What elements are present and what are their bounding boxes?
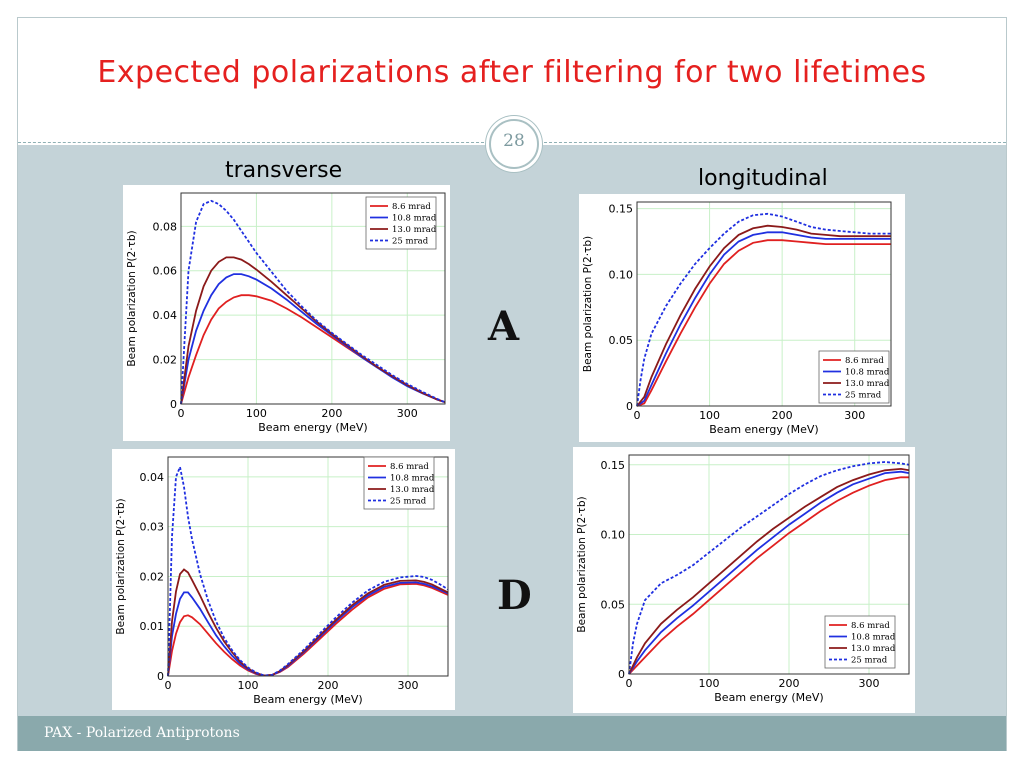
y-tick-label: 0.08 [153, 220, 178, 233]
slide-title: Expected polarizations after filtering f… [97, 55, 927, 90]
plot-frame [180, 192, 446, 405]
chart-transverse-d: 0 100 200 300 0 0.01 0.02 0.03 0.04 Beam energy (… [115, 456, 449, 706]
x-tick-label: 200 [318, 679, 339, 692]
page-number: 28 [503, 131, 525, 151]
y-tick-label: 0.04 [140, 471, 165, 484]
series-line-25-mrad [636, 212, 891, 407]
legend-label: 13.0 mrad [851, 644, 896, 654]
x-axis-label: Beam energy (MeV) [253, 693, 362, 706]
panel-longitudinal-a: 0 100 200 300 0 0.05 0.10 0.15 Beam energy (MeV)… [579, 194, 905, 442]
series-line-8-6-mrad [636, 239, 891, 407]
legend-label: 25 mrad [392, 237, 429, 247]
panel-transverse-a: 0 100 200 300 0 0.02 0.04 0.06 0.08 Beam energy (… [123, 185, 450, 441]
plot-frame [628, 454, 910, 675]
legend-label: 10.8 mrad [851, 633, 896, 643]
plot-frame [636, 201, 892, 407]
header-divider-right [544, 142, 1006, 143]
series-line-13-0-mrad [628, 467, 910, 675]
series-line-13-0-mrad [636, 224, 891, 407]
header-divider-left [18, 142, 484, 143]
y-tick-label: 0.01 [140, 620, 165, 633]
series-line-10-8-mrad [180, 273, 446, 405]
y-tick-label: 0 [626, 400, 633, 413]
y-tick-label: 0.03 [140, 521, 165, 534]
x-tick-label: 0 [634, 409, 641, 422]
legend-label: 8.6 mrad [390, 462, 429, 472]
chart-longitudinal-a: 0 100 200 300 0 0.05 0.10 0.15 Beam energy (MeV)… [582, 201, 892, 436]
x-tick-label: 100 [699, 409, 720, 422]
x-tick-label: 100 [246, 407, 267, 420]
series-line-8-6-mrad [180, 294, 446, 405]
legend-label: 13.0 mrad [392, 225, 437, 235]
legend-label: 8.6 mrad [851, 621, 890, 631]
legend-label: 25 mrad [390, 497, 427, 507]
x-tick-label: 100 [699, 677, 720, 690]
y-tick-label: 0.04 [153, 309, 178, 322]
legend-label: 10.8 mrad [390, 474, 435, 484]
footer-text: PAX - Polarized Antiprotons [44, 725, 240, 741]
chart-transverse-a: 0 100 200 300 0 0.02 0.04 0.06 0.08 Beam energy (… [126, 192, 446, 434]
series-line-25-mrad [167, 463, 449, 677]
series-line-13-0-mrad [180, 256, 446, 405]
y-tick-label: 0 [157, 670, 164, 683]
x-tick-label: 300 [398, 679, 419, 692]
x-axis-label: Beam energy (MeV) [709, 423, 818, 436]
y-tick-label: 0.15 [609, 203, 634, 216]
y-axis-label: Beam polarization P(2·τb) [126, 230, 138, 366]
x-tick-label: 100 [238, 679, 259, 692]
y-axis-label: Beam polarization P(2·τb) [576, 496, 588, 632]
x-axis-label: Beam energy (MeV) [258, 421, 367, 434]
series-line-10-8-mrad [628, 470, 910, 675]
label-row-a: A [488, 303, 520, 350]
y-tick-label: 0.10 [609, 268, 634, 281]
y-tick-label: 0 [170, 398, 177, 411]
legend-label: 8.6 mrad [392, 202, 431, 212]
y-tick-label: 0.05 [609, 334, 634, 347]
chart-longitudinal-d: 0 100 200 300 0 0.05 0.10 0.15 Beam energy (MeV)… [576, 454, 910, 704]
x-tick-label: 0 [165, 679, 172, 692]
x-axis-label: Beam energy (MeV) [714, 691, 823, 704]
series-line-10-8-mrad [167, 581, 449, 677]
series-line-25-mrad [628, 461, 910, 675]
y-axis-label: Beam polarization P(2·τb) [115, 498, 127, 634]
x-tick-label: 300 [844, 409, 865, 422]
y-tick-label: 0 [618, 668, 625, 681]
page-number-badge: 28 [489, 119, 539, 169]
legend-label: 25 mrad [851, 656, 888, 666]
y-tick-label: 0.02 [153, 354, 178, 367]
legend-label: 13.0 mrad [845, 379, 890, 389]
x-tick-label: 300 [397, 407, 418, 420]
y-tick-label: 0.02 [140, 570, 165, 583]
y-axis-label: Beam polarization P(2·τb) [582, 236, 594, 372]
series-line-25-mrad [180, 199, 446, 405]
legend-label: 10.8 mrad [845, 368, 890, 378]
legend-label: 25 mrad [845, 391, 882, 401]
x-tick-label: 0 [178, 407, 185, 420]
y-tick-label: 0.05 [601, 598, 626, 611]
x-tick-label: 200 [321, 407, 342, 420]
slide-footer: PAX - Polarized Antiprotons [18, 716, 1006, 751]
label-row-d: D [497, 572, 532, 619]
series-line-13-0-mrad [167, 568, 449, 677]
y-tick-label: 0.10 [601, 529, 626, 542]
label-longitudinal: longitudinal [698, 166, 828, 191]
x-tick-label: 0 [626, 677, 633, 690]
y-tick-label: 0.06 [153, 265, 178, 278]
x-tick-label: 200 [779, 677, 800, 690]
series-line-8-6-mrad [628, 476, 909, 675]
label-transverse: transverse [225, 158, 343, 183]
legend-label: 8.6 mrad [845, 356, 884, 366]
legend-label: 13.0 mrad [390, 485, 435, 495]
series-line-10-8-mrad [636, 231, 891, 407]
legend-label: 10.8 mrad [392, 214, 437, 224]
x-tick-label: 300 [859, 677, 880, 690]
panel-transverse-d: 0 100 200 300 0 0.01 0.02 0.03 0.04 Beam energy (… [112, 449, 455, 710]
panel-longitudinal-d: 0 100 200 300 0 0.05 0.10 0.15 Beam energy (MeV)… [573, 447, 915, 713]
plot-frame [167, 456, 449, 677]
y-tick-label: 0.15 [601, 459, 626, 472]
series-line-8-6-mrad [167, 582, 449, 677]
x-tick-label: 200 [772, 409, 793, 422]
